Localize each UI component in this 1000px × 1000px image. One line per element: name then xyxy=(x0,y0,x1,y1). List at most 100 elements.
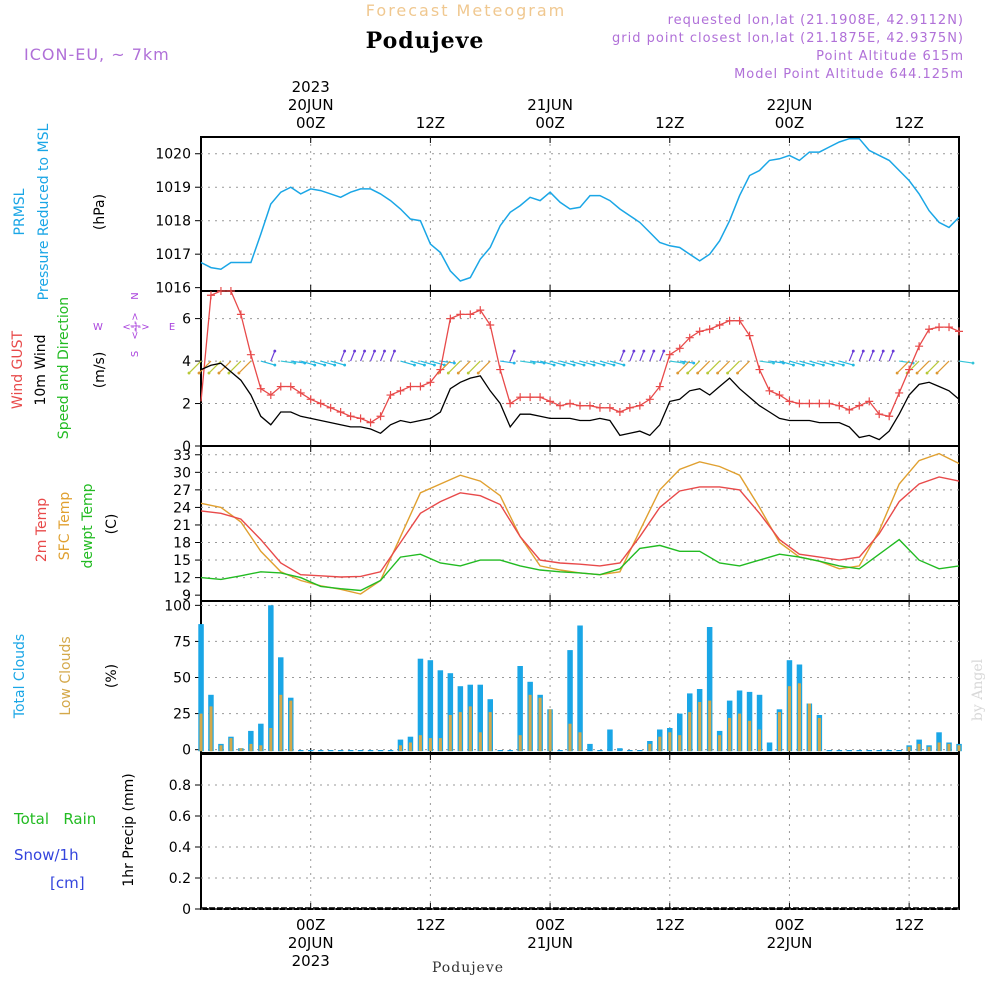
gust-marker xyxy=(466,310,475,319)
total-cloud-bar xyxy=(826,750,833,752)
wind-arrow xyxy=(609,360,625,366)
gust-marker xyxy=(406,382,415,391)
time-label-top: 12Z xyxy=(416,114,445,132)
wind-arrow-head xyxy=(456,371,460,375)
total-cloud-bar xyxy=(856,750,862,752)
wind-arrow-head xyxy=(676,371,680,375)
wind-arrow xyxy=(707,360,721,374)
wind-arrow xyxy=(697,360,711,374)
wind-arrow-head xyxy=(831,363,835,367)
wind-arrow xyxy=(878,350,884,362)
precip-panel: 0 0.2 0.4 0.6 0.8 xyxy=(169,753,960,918)
y-tick-label: 1016 xyxy=(155,281,191,297)
gust-marker xyxy=(615,408,624,417)
wind-arrow xyxy=(769,360,784,364)
total-cloud-bar xyxy=(876,750,882,752)
wind-arrow xyxy=(310,360,325,366)
time-label-bottom: 12Z xyxy=(416,916,445,934)
wind-arrow-head xyxy=(851,363,855,367)
low-cloud-bar xyxy=(399,745,402,752)
wind-arrow xyxy=(530,360,545,364)
time-label-bottom: 12Z xyxy=(655,916,684,934)
y-tick-label: 1020 xyxy=(155,147,191,163)
wind-arrow-head xyxy=(512,349,516,353)
low-cloud-bar xyxy=(418,735,422,752)
gust-marker xyxy=(496,365,505,374)
wind-arrow-head xyxy=(915,371,919,375)
gust-label: Wind GUST xyxy=(10,330,26,409)
wind-arrow xyxy=(888,350,894,362)
date-label-top: 21JUN xyxy=(527,96,573,114)
total-cloud-bar xyxy=(417,658,424,752)
low-cloud-bar xyxy=(249,743,253,752)
date-label-top: 20JUN xyxy=(288,96,334,114)
gust-marker xyxy=(346,412,355,421)
total-cloud-bar xyxy=(347,750,354,752)
wind-arrow-head xyxy=(273,349,277,353)
gust-marker xyxy=(226,287,235,295)
requested-coords: requested lon,lat (21.1908E, 42.9112N) xyxy=(668,13,964,28)
gust-marker xyxy=(835,401,844,410)
total-cloud-bar xyxy=(637,750,643,752)
temp-unit: (C) xyxy=(104,514,120,535)
wind-arrow xyxy=(717,360,731,374)
compass-axis-vertical: <-|-> xyxy=(130,312,141,339)
gust-marker xyxy=(546,397,555,406)
wind-arrow-head xyxy=(187,371,191,375)
wind-direction-arrows xyxy=(187,349,975,375)
wind-arrow-head xyxy=(323,363,327,367)
gust-marker xyxy=(745,331,754,340)
wind-arrow-head xyxy=(572,363,576,367)
gust-marker xyxy=(865,397,874,406)
wind-arrow xyxy=(559,360,575,366)
wind-arrow xyxy=(509,350,515,362)
y-tick-label: 21 xyxy=(173,518,191,534)
gust-marker xyxy=(506,399,515,408)
wind-arrow-head xyxy=(217,371,221,375)
wind-arrow-head xyxy=(736,371,739,375)
y-tick-label: 18 xyxy=(173,536,191,552)
watermark: by Angel xyxy=(970,658,986,721)
total-cloud-bar xyxy=(248,730,254,752)
wind-arrow xyxy=(400,360,415,366)
gust-marker xyxy=(715,320,724,329)
wind-arrow xyxy=(360,350,366,362)
wind-arrow xyxy=(799,360,814,366)
wind-arrow-head xyxy=(821,363,825,367)
total-cloud-bar xyxy=(557,750,563,752)
dewpt-label: dewpt Temp xyxy=(80,483,96,568)
wind-arrow-head xyxy=(363,349,366,353)
gust-marker xyxy=(326,403,335,412)
wind-arrow xyxy=(208,360,222,374)
wind-arrow xyxy=(659,350,665,362)
wind-arrow xyxy=(270,350,276,362)
wind-arrow-head xyxy=(726,371,729,375)
sfc-temp-label: SFC Temp xyxy=(57,492,73,561)
gust-marker xyxy=(306,395,315,404)
gust-marker xyxy=(376,412,385,421)
low-cloud-bar xyxy=(488,712,492,752)
gust-marker xyxy=(945,323,954,332)
total-cloud-bar xyxy=(597,750,603,752)
wind-arrow-head xyxy=(452,361,456,365)
compass-w: W xyxy=(93,322,103,333)
total-cloud-bar xyxy=(567,650,573,752)
low-cloud-bar xyxy=(448,715,452,752)
wind-arrow xyxy=(260,360,276,366)
y-tick-label: 1017 xyxy=(155,247,191,263)
total-cloud-bar xyxy=(317,750,324,752)
wind-arrow xyxy=(320,360,335,366)
date-label-top: 22JUN xyxy=(767,96,813,114)
gust-marker xyxy=(685,333,694,342)
low-clouds-label: Low Clouds xyxy=(58,636,74,715)
compass-s: S xyxy=(130,351,141,357)
wind-arrow xyxy=(369,350,376,362)
compass-axis-horizontal: <-|-> xyxy=(122,322,149,333)
wind-panel: 0 2 4 6 xyxy=(182,287,975,455)
y-tick-label: 50 xyxy=(173,671,191,687)
compass-icon: N <-|-> S W <-|-> E xyxy=(93,292,175,357)
wind-arrow-head xyxy=(353,349,357,353)
wind-unit: (m/s) xyxy=(92,352,108,389)
y-tick-label: 25 xyxy=(173,707,191,723)
total-cloud-bar xyxy=(327,750,334,752)
